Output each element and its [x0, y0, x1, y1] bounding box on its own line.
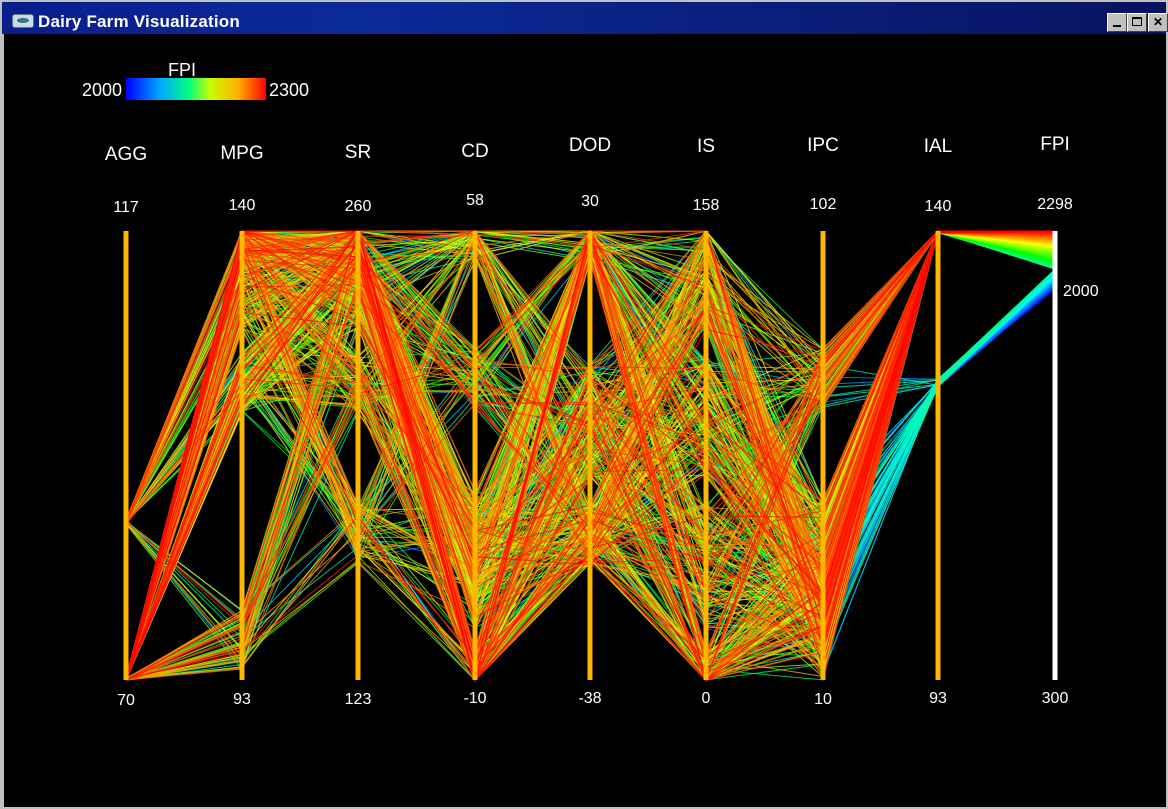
- axis-max-label-is: 158: [693, 197, 720, 214]
- axis-min-label-is: 0: [702, 690, 711, 707]
- axis-name-ial: IAL: [924, 136, 953, 157]
- axis-min-label-agg: 70: [117, 692, 135, 709]
- color-legend: FPI 2000 2300: [82, 60, 309, 100]
- legend-color-bar: [126, 78, 266, 100]
- axis-name-dod: DOD: [569, 135, 611, 156]
- legend-min-label: 2000: [82, 80, 122, 100]
- axis-name-cd: CD: [461, 141, 488, 162]
- axes: AGG 117 70 MPG 140 93 SR 260 123 CD 58 -10 DOD 30 -38 I…: [105, 134, 1099, 709]
- window-title: Dairy Farm Visualization: [38, 12, 240, 31]
- axis-min-label-ipc: 10: [814, 691, 832, 708]
- axis-min-label-sr: 123: [345, 691, 372, 708]
- axis-min-label-fpi: 300: [1042, 690, 1069, 707]
- axis-min-label-mpg: 93: [233, 691, 251, 708]
- axis-min-label-cd: -10: [463, 690, 486, 707]
- minimize-button[interactable]: [1107, 13, 1127, 32]
- legend-title: FPI: [168, 60, 196, 80]
- axis-tick-label-fpi: 2000: [1063, 283, 1099, 300]
- axis-min-label-ial: 93: [929, 690, 947, 707]
- axis-max-label-cd: 58: [466, 192, 484, 209]
- axis-name-fpi: FPI: [1040, 134, 1070, 155]
- axis-name-agg: AGG: [105, 144, 147, 165]
- axis-max-label-fpi: 2298: [1037, 196, 1073, 213]
- axis-max-label-ipc: 102: [810, 196, 837, 213]
- axis-name-is: IS: [697, 136, 715, 157]
- axis-name-sr: SR: [345, 142, 371, 163]
- axis-name-mpg: MPG: [220, 143, 263, 164]
- axis-max-label-sr: 260: [345, 198, 372, 215]
- axis-name-ipc: IPC: [807, 135, 839, 156]
- app-icon: [12, 14, 34, 28]
- maximize-button[interactable]: [1127, 13, 1147, 32]
- axis-max-label-ial: 140: [925, 198, 952, 215]
- legend-max-label: 2300: [269, 80, 309, 100]
- axis-max-label-agg: 117: [113, 199, 139, 216]
- axis-max-label-dod: 30: [581, 193, 599, 210]
- axis-min-label-dod: -38: [578, 690, 601, 707]
- axis-max-label-mpg: 140: [229, 197, 256, 214]
